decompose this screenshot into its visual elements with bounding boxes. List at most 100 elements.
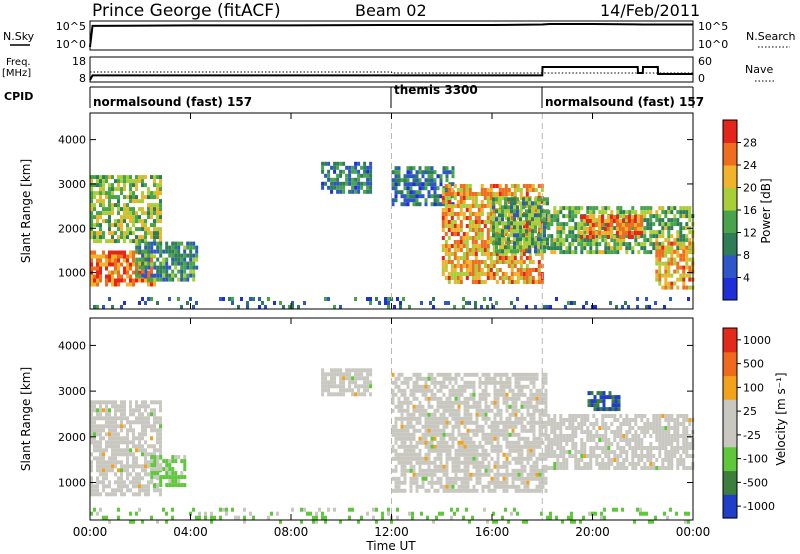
- heatmap-cell: [481, 408, 485, 413]
- heatmap-cell: [577, 230, 581, 235]
- heatmap-cell: [132, 519, 135, 524]
- heatmap-cell: [600, 511, 603, 516]
- heatmap-cell: [120, 468, 123, 473]
- heatmap-cell: [679, 210, 683, 215]
- heatmap-cell: [357, 372, 361, 377]
- heatmap-cell: [354, 372, 358, 377]
- heatmap-cell: [450, 216, 454, 220]
- heatmap-cell: [504, 201, 507, 206]
- heatmap-cell: [538, 452, 542, 457]
- heatmap-cell: [519, 268, 523, 272]
- heatmap-cell: [108, 270, 111, 275]
- heatmap-cell: [496, 484, 500, 489]
- heatmap-cell: [486, 236, 490, 240]
- heatmap-cell: [658, 230, 662, 235]
- heatmap-cell: [93, 492, 96, 497]
- heatmap-cell: [156, 215, 159, 220]
- heatmap-cell: [111, 428, 114, 433]
- heatmap-cell: [117, 227, 120, 232]
- heatmap-cell: [324, 372, 328, 377]
- heatmap-cell: [493, 472, 497, 477]
- heatmap-cell: [403, 456, 407, 461]
- heatmap-cell: [649, 218, 653, 223]
- heatmap-cell: [174, 261, 178, 266]
- heatmap-cell: [526, 400, 530, 405]
- heatmap-cell: [559, 226, 563, 231]
- heatmap-cell: [481, 416, 485, 421]
- heatmap-cell: [469, 488, 473, 493]
- heatmap-cell: [658, 466, 662, 470]
- heatmap-cell: [114, 179, 117, 184]
- heatmap-cell: [523, 440, 527, 445]
- heatmap-cell: [571, 438, 575, 442]
- heatmap-cell: [655, 269, 659, 274]
- heatmap-cell: [471, 196, 475, 200]
- heatmap-cell: [454, 452, 458, 457]
- heatmap-cell: [617, 399, 621, 404]
- heatmap-cell: [579, 231, 583, 235]
- heatmap-cell: [624, 227, 628, 231]
- heatmap-cell: [354, 392, 358, 397]
- heatmap-cell: [628, 210, 632, 215]
- heatmap-cell: [609, 227, 613, 231]
- heatmap-cell: [427, 416, 431, 421]
- heatmap-cell: [652, 414, 656, 418]
- heatmap-cell: [540, 213, 543, 218]
- heatmap-cell: [501, 192, 505, 196]
- heatmap-cell: [330, 380, 334, 385]
- heatmap-cell: [387, 507, 390, 512]
- heatmap-cell: [90, 235, 93, 240]
- heatmap-cell: [568, 214, 572, 219]
- heatmap-cell: [562, 226, 566, 231]
- heatmap-cell: [412, 448, 416, 453]
- heatmap-cell: [351, 388, 355, 393]
- heatmap-cell: [99, 203, 102, 208]
- heatmap-cell: [114, 282, 117, 287]
- heatmap-cell: [447, 192, 451, 196]
- heatmap-cell: [598, 462, 602, 466]
- heatmap-cell: [658, 446, 662, 450]
- heatmap-cell: [150, 241, 154, 246]
- heatmap-cell: [643, 454, 647, 458]
- heatmap-cell: [445, 186, 449, 191]
- heatmap-cell: [577, 234, 581, 239]
- heatmap-cell: [397, 372, 401, 377]
- heatmap-cell: [369, 165, 373, 170]
- heatmap-cell: [495, 228, 499, 232]
- heatmap-cell: [481, 392, 485, 397]
- heatmap-cell: [547, 234, 551, 239]
- heatmap-cell: [516, 297, 519, 301]
- heatmap-cell: [507, 264, 511, 268]
- heatmap-cell: [456, 256, 460, 260]
- power-heatmap-cells: [90, 113, 695, 309]
- heatmap-cell: [447, 204, 451, 208]
- heatmap-cell: [108, 297, 111, 301]
- heatmap-cell: [537, 217, 540, 222]
- heatmap-cell: [445, 440, 449, 445]
- heatmap-cell: [450, 252, 454, 256]
- heatmap-cell: [541, 400, 545, 405]
- heatmap-cell: [553, 250, 557, 255]
- heatmap-cell: [490, 476, 494, 481]
- heatmap-cell: [649, 230, 653, 235]
- heatmap-cell: [487, 404, 491, 409]
- heatmap-cell: [138, 301, 141, 305]
- heatmap-cell: [421, 376, 425, 381]
- heatmap-cell: [667, 434, 671, 438]
- heatmap-cell: [528, 184, 532, 188]
- heatmap-cell: [517, 384, 521, 389]
- heatmap-cell: [96, 231, 99, 236]
- heatmap-cell: [679, 414, 683, 418]
- heatmap-cell: [490, 408, 494, 413]
- heatmap-cell: [138, 262, 141, 267]
- heatmap-cell: [682, 257, 686, 262]
- heatmap-cell: [484, 376, 488, 381]
- heatmap-cell: [456, 272, 460, 276]
- heatmap-cell: [640, 458, 644, 462]
- heatmap-cell: [144, 175, 147, 180]
- heatmap-cell: [433, 408, 437, 413]
- heatmap-cell: [195, 301, 198, 305]
- heatmap-cell: [165, 459, 169, 464]
- heatmap-cell: [126, 432, 129, 437]
- heatmap-cell: [186, 245, 190, 250]
